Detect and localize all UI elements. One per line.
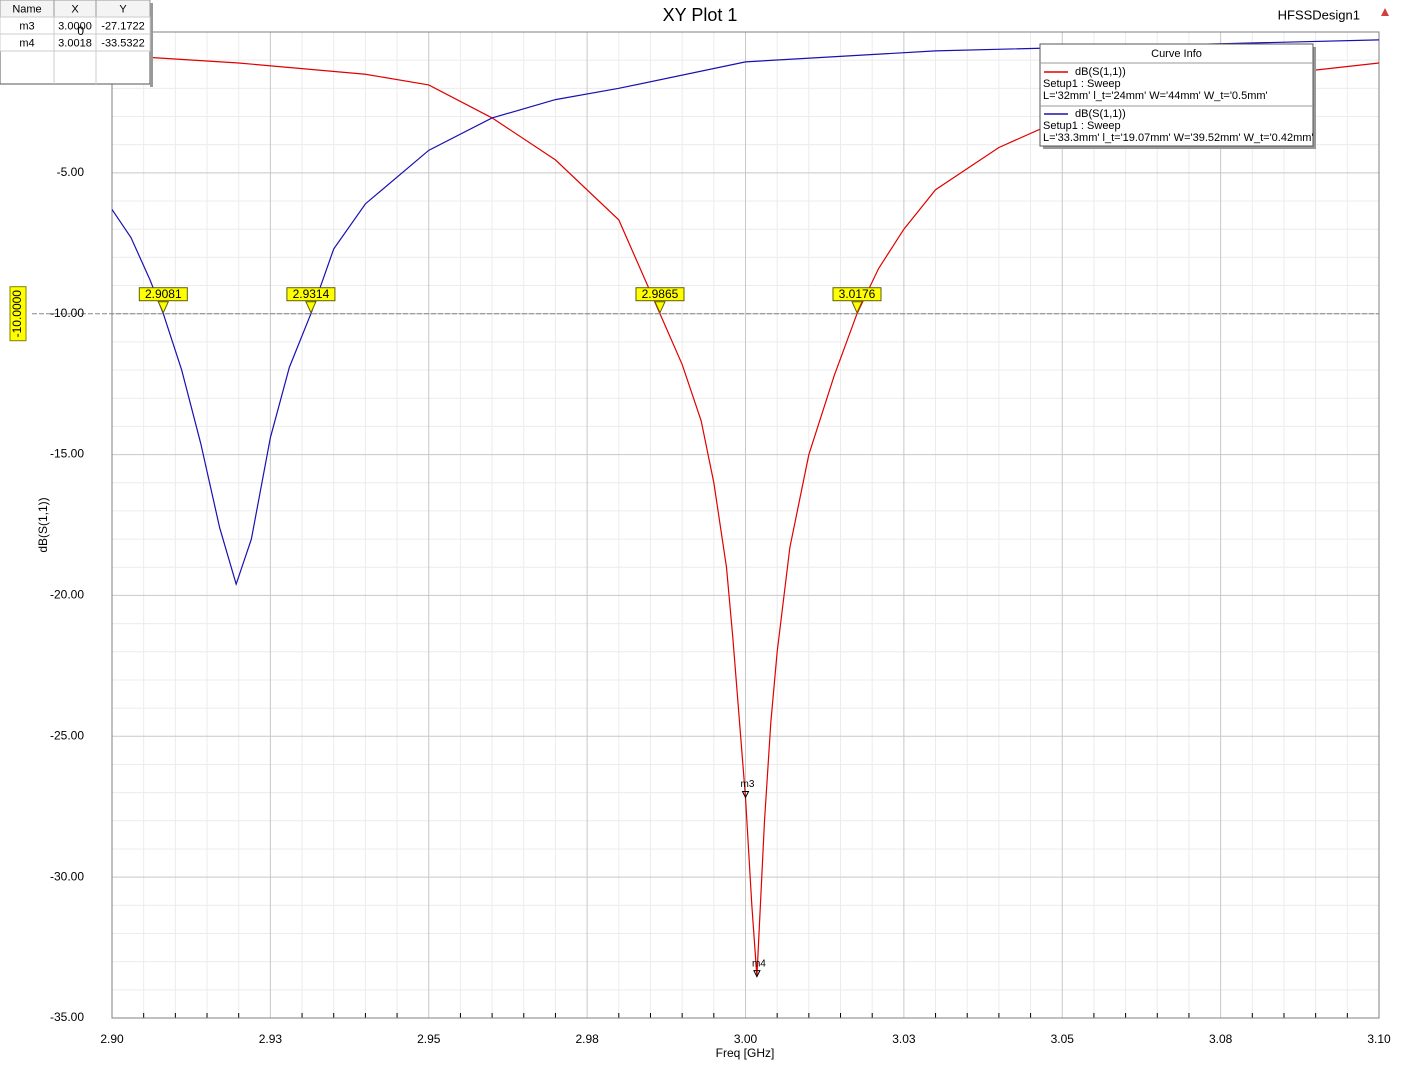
legend-params: L='32mm' l_t='24mm' W='44mm' W_t='0.5mm' — [1043, 90, 1268, 102]
x-tick-label: 3.10 — [1367, 1032, 1391, 1046]
overlay: -10.0000 2.9081 2.9314 2.9865 3.0176 m3 m4 Name… — [0, 0, 1379, 978]
crossing-marker — [851, 301, 863, 314]
table-cell-text: -27.1722 — [101, 20, 144, 32]
table-cell-text: 3.0018 — [58, 37, 92, 49]
table-cell-text: m3 — [19, 20, 34, 32]
y-tick-label: -35.00 — [50, 1010, 84, 1024]
y-tick-label: -30.00 — [50, 869, 84, 883]
x-tick-label: 3.05 — [1051, 1032, 1075, 1046]
crossing-marker — [654, 301, 666, 314]
legend — [1039, 43, 1314, 147]
cursor-label: -10.0000 — [10, 290, 24, 338]
cursor-label-box — [9, 286, 27, 342]
legend-entry: dB(S(1,1)) — [1075, 66, 1126, 78]
plot-frame — [111, 31, 1380, 1019]
marker-label: m4 — [752, 958, 766, 969]
y-tick-label: -10.00 — [50, 306, 84, 320]
marker-point — [741, 790, 750, 799]
legend-setup: Setup1 : Sweep — [1043, 120, 1121, 132]
table-header: Name — [12, 3, 41, 15]
crossing-label-box — [635, 287, 685, 302]
table-cell-text: -33.5322 — [101, 37, 144, 49]
y-tick-label: -20.00 — [50, 588, 84, 602]
x-tick-label: 3.03 — [892, 1032, 916, 1046]
crossing-label-box — [832, 287, 882, 302]
crossing-label-box — [138, 287, 188, 302]
crossing-label: 2.9865 — [642, 287, 679, 301]
design-name: HFSSDesign1 — [1278, 7, 1360, 22]
x-axis-label: Freq [GHz] — [716, 1046, 775, 1060]
legend-setup: Setup1 : Sweep — [1043, 78, 1121, 90]
crossing-label-box — [286, 287, 336, 302]
table-header: X — [71, 3, 79, 15]
corner-icon — [1381, 8, 1389, 16]
marker-label: m3 — [741, 779, 755, 790]
series-line — [112, 39, 1379, 587]
x-tick-label: 3.08 — [1209, 1032, 1233, 1046]
legend-title: Curve Info — [1151, 48, 1202, 60]
crossing-marker — [305, 301, 317, 314]
table-cell-text: m4 — [19, 37, 34, 49]
table-header: Y — [119, 3, 127, 15]
y-tick-label: -15.00 — [50, 447, 84, 461]
legend-entry: dB(S(1,1)) — [1075, 108, 1126, 120]
y-axis-label: dB(S(1,1)) — [36, 497, 50, 552]
table-cell — [95, 33, 151, 52]
crossing-label: 2.9314 — [293, 287, 330, 301]
y-tick-label: 0 — [77, 24, 84, 38]
x-tick-label: 2.95 — [417, 1032, 441, 1046]
x-tick-label: 2.93 — [259, 1032, 283, 1046]
y-tick-label: -5.00 — [57, 165, 85, 179]
grid — [111, 31, 1380, 1019]
legend-params: L='33.3mm' l_t='19.07mm' W='39.52mm' W_t… — [1043, 132, 1314, 144]
table-cell-text: 3.0000 — [58, 20, 92, 32]
y-tick-label: -25.00 — [50, 728, 84, 742]
crossing-marker — [157, 301, 170, 314]
crossing-label: 3.0176 — [839, 287, 876, 301]
x-tick-label: 3.00 — [734, 1032, 758, 1046]
crossing-label: 2.9081 — [145, 287, 182, 301]
x-tick-label: 2.98 — [575, 1032, 599, 1046]
marker-point — [753, 970, 761, 978]
x-tick-label: 2.90 — [100, 1032, 124, 1046]
chart-title: XY Plot 1 — [663, 5, 738, 25]
marker-table-shadow — [150, 3, 153, 87]
